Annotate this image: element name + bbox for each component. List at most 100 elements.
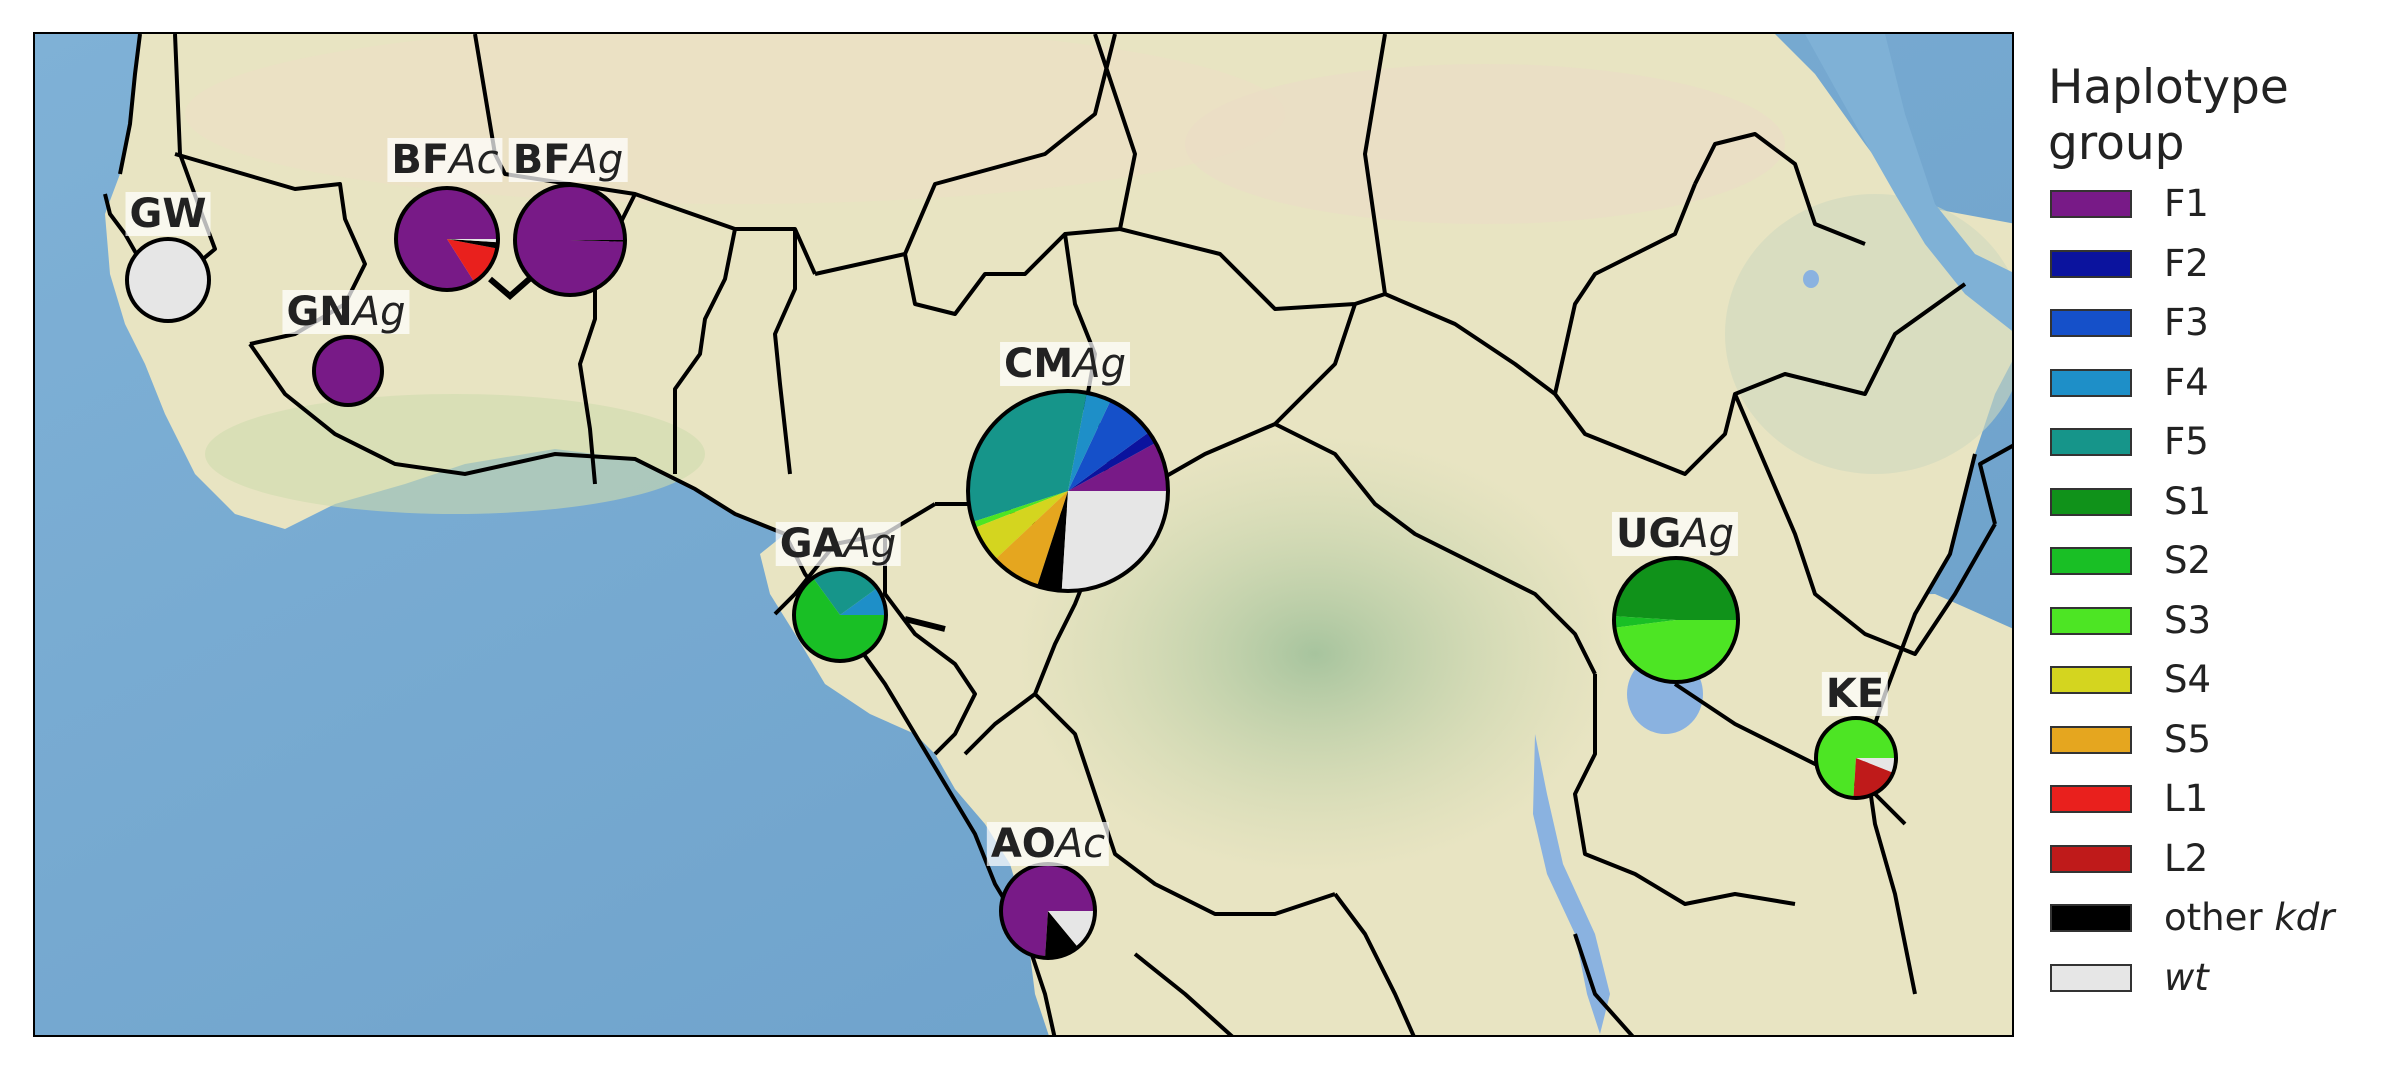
pie-slice-bfac-wt xyxy=(447,239,498,243)
label-gnag-code: GN xyxy=(286,289,353,335)
label-bfac-species: Ac xyxy=(449,137,499,183)
legend-item-f5: F5 xyxy=(2048,422,2378,482)
legend-item-s1: S1 xyxy=(2048,481,2378,542)
legend-swatch-f5 xyxy=(2050,428,2132,456)
label-aoac: AOAc xyxy=(986,821,1110,867)
pie-bfac xyxy=(394,186,500,292)
pie-slice-aoac-wt xyxy=(1048,911,1095,948)
legend-swatch-l1 xyxy=(2050,785,2132,813)
pie-slice-gaag-f5 xyxy=(812,569,878,615)
pie-gaag xyxy=(792,567,888,663)
legend-label-s2: S2 xyxy=(2164,539,2212,582)
pie-gnag xyxy=(312,335,384,407)
pie-slice-ke-wt xyxy=(1856,758,1896,773)
pie-slice-ugag-s3 xyxy=(1614,620,1738,683)
pie-slice-ugag-s1 xyxy=(1614,557,1739,620)
pie-slice-cmag-s5 xyxy=(995,491,1068,587)
label-bfag-code: BF xyxy=(512,137,571,183)
pie-slice-cmag-other xyxy=(1037,491,1068,591)
legend-item-wt: wt xyxy=(2048,955,2378,1018)
pie-outline-gw xyxy=(125,237,211,323)
pie-slice-cmag-f3 xyxy=(1068,400,1149,491)
label-bfag: BFAg xyxy=(508,137,628,183)
sahara-tint-east xyxy=(1185,64,1785,224)
label-aoac-code: AO xyxy=(990,821,1056,867)
legend-swatch-s5 xyxy=(2050,725,2132,754)
legend-swatch-f4 xyxy=(2050,368,2132,397)
label-ke-code: KE xyxy=(1825,671,1885,717)
label-cmag: CMAg xyxy=(1000,342,1130,386)
legend-item-l1: L1 xyxy=(2048,779,2378,839)
legend-label-l2: L2 xyxy=(2164,836,2209,880)
legend-item-l2: L2 xyxy=(2048,836,2378,899)
legend-item-f4: F4 xyxy=(2048,360,2378,423)
label-ugag-species: Ag xyxy=(1681,511,1735,557)
pie-slice-gnag-f1 xyxy=(314,337,382,405)
coastline xyxy=(103,34,1977,1035)
legend-swatch-s2 xyxy=(2050,547,2132,575)
legend-swatch-f2 xyxy=(2050,249,2132,278)
legend-swatch-s4 xyxy=(2050,666,2132,694)
legend-label-f4: F4 xyxy=(2164,360,2209,404)
legend-item-f3: F3 xyxy=(2048,303,2378,363)
pie-slice-cmag-f1 xyxy=(1068,442,1168,491)
legend-label-wt: wt xyxy=(2164,955,2209,999)
pie-ugag xyxy=(1612,556,1740,684)
legend-swatch-l2 xyxy=(2050,844,2132,873)
pie-outline-ugag xyxy=(1612,556,1740,684)
pie-ke xyxy=(1814,716,1898,800)
label-aoac-species: Ac xyxy=(1055,821,1106,867)
pie-slice-aoac-f1 xyxy=(1000,864,1095,958)
africa-map xyxy=(35,34,2012,1035)
legend-label-s3: S3 xyxy=(2164,598,2212,642)
label-cmag-species: Ag xyxy=(1073,341,1126,387)
legend-label-l1: L1 xyxy=(2164,777,2209,820)
legend-list: F1 F2 F3 F4 F5 S1 S2 S3 S4 S5 L1 L2 other kdr wt xyxy=(2048,184,2378,1017)
label-gaag-code: GA xyxy=(779,521,844,567)
lake-tana xyxy=(1803,270,1819,288)
legend-swatch-f3 xyxy=(2050,309,2132,337)
congo-forest xyxy=(1015,434,1615,874)
pie-slice-cmag-f5 xyxy=(967,390,1087,522)
legend-item-s3: S3 xyxy=(2048,598,2378,661)
west-forest xyxy=(205,394,705,514)
pie-slice-gaag-s2 xyxy=(794,577,886,661)
legend-label-f1: F1 xyxy=(2164,182,2209,225)
label-ugag-code: UG xyxy=(1615,511,1682,557)
pie-slice-bfac-other xyxy=(447,239,498,249)
connector-lines xyxy=(488,271,946,632)
label-bfac: BFAc xyxy=(387,137,503,183)
pie-outline-gnag xyxy=(312,335,384,407)
pie-outline-ke xyxy=(1814,716,1898,800)
legend-label-f5: F5 xyxy=(2164,420,2209,463)
legend-item-f1: F1 xyxy=(2048,184,2378,244)
pie-gw xyxy=(125,237,211,323)
legend-item-f2: F2 xyxy=(2048,243,2378,304)
label-gaag-species: Ag xyxy=(843,521,897,567)
label-bfag-species: Ag xyxy=(570,137,624,183)
pie-cmag xyxy=(966,389,1170,593)
label-gw-code: GW xyxy=(129,191,207,237)
label-gaag: GAAg xyxy=(775,521,901,567)
pie-slice-bfac-f1 xyxy=(396,188,498,291)
pie-slice-ke-l2 xyxy=(1853,758,1894,798)
pie-slice-bfag-f1 xyxy=(515,185,625,296)
legend-title: Haplotype group xyxy=(2048,60,2289,171)
pie-outline-cmag xyxy=(966,389,1170,593)
pie-slice-bfag-other xyxy=(570,240,625,242)
pie-aoac xyxy=(999,862,1097,960)
legend-swatch-other xyxy=(2050,904,2132,932)
label-gw: GW xyxy=(125,191,211,237)
label-gnag-species: Ag xyxy=(352,289,406,335)
pie-slice-aoac-other xyxy=(1045,911,1078,958)
horn-tint xyxy=(1725,194,2012,474)
legend-swatch-f1 xyxy=(2050,190,2132,218)
pie-slice-ke-s3 xyxy=(1816,718,1896,798)
legend-label-f3: F3 xyxy=(2164,301,2209,344)
pie-slice-cmag-s4 xyxy=(975,491,1068,560)
label-ke: KE xyxy=(1821,671,1889,717)
country-borders xyxy=(144,34,2012,1035)
legend-label-other: other kdr xyxy=(2164,896,2335,939)
pie-slice-ugag-s2 xyxy=(1613,616,1676,628)
red-sea xyxy=(1805,34,2012,331)
